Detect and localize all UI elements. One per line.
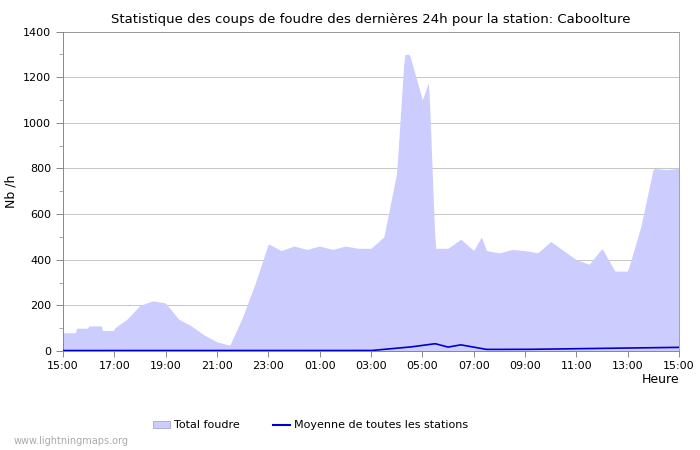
Legend: Foudre détectée par Caboolture: Foudre détectée par Caboolture — [148, 447, 356, 450]
Text: www.lightningmaps.org: www.lightningmaps.org — [14, 436, 129, 446]
Title: Statistique des coups de foudre des dernières 24h pour la station: Caboolture: Statistique des coups de foudre des dern… — [111, 13, 631, 26]
Y-axis label: Nb /h: Nb /h — [4, 175, 18, 208]
Text: Heure: Heure — [641, 374, 679, 387]
